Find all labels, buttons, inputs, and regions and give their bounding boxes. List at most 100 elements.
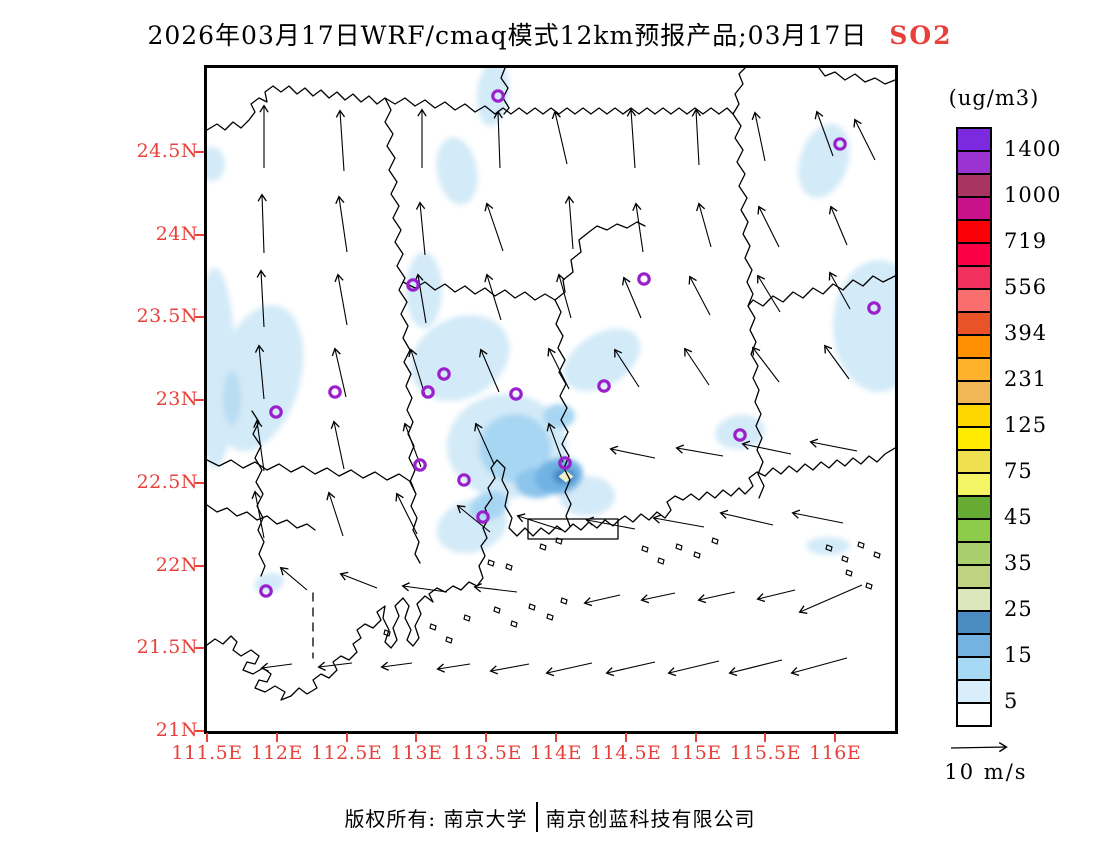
wind-arrow [585,516,636,530]
colorbar-label: 1000 [1004,183,1062,207]
wind-arrow [853,118,876,161]
wind-arrow [546,422,564,463]
island-mark [539,543,547,551]
colorbar-box [956,288,992,313]
station-marker [437,367,451,381]
island-mark [505,563,513,571]
wind-arrow [545,662,593,677]
wind-arrow [614,348,640,388]
colorbar-label: 556 [1004,275,1048,299]
lon-axis-tick [206,733,208,742]
wind-arrow [791,509,844,524]
wind-arrow [751,111,766,162]
wind-arrow [551,110,568,165]
wind-arrow [696,202,712,248]
lon-label: 112E [250,742,303,764]
wind-arrow [828,205,848,246]
lat-axis-tick [195,564,204,567]
wind-arrow [493,110,503,169]
lon-axis-tick [694,733,697,742]
province-boundary-jiangxi [747,275,895,307]
wind-arrow [719,509,774,526]
colorbar-box [956,633,992,658]
island-mark [560,597,568,605]
province-boundary-sw-vertical [251,410,266,577]
coastline [207,447,895,701]
wind-arrow [339,571,378,589]
colorbar-box [956,311,992,336]
station-marker [259,584,273,598]
wind-arrow [691,108,701,166]
wind-arrow [751,346,780,383]
lat-axis-tick [195,316,204,319]
lat-label: 24.5N [136,140,198,162]
colorbar [956,127,992,727]
lat-label: 23N [155,388,198,411]
species-label: SO2 [889,21,953,50]
colorbar-box [956,518,992,543]
lat-axis-tick [195,729,204,732]
colorbar-label: 719 [1004,229,1048,253]
wind-reference-label: 10 m/s [944,760,1028,784]
island-mark [493,606,501,614]
island-mark [383,629,391,637]
station-marker [457,473,471,487]
wind-arrow [256,269,266,328]
wind-arrow [484,202,504,252]
lat-axis-tick [195,399,204,402]
copyright-footer: 版权所有: 南京大学 南京创蓝科技有限公司 [0,802,1100,832]
wind-arrow [609,445,656,459]
colorbar-label: 75 [1004,459,1033,483]
wind-arrow [516,513,563,531]
footer-divider [535,802,538,832]
wind-arrow [547,347,570,390]
colorbar-box [956,380,992,405]
lat-label: 21.5N [136,636,198,659]
colorbar-box [956,426,992,451]
colorbar-box [956,265,992,290]
island-mark [865,582,873,590]
lon-label: 115.5E [729,742,802,764]
colorbar-label: 394 [1004,321,1048,345]
lon-label: 113E [390,742,443,764]
station-marker [833,137,847,151]
wind-arrow [335,195,348,253]
wind-arrow [330,420,345,470]
colorbar-box [956,219,992,244]
wind-arrow [317,661,353,671]
colorbar-box [956,196,992,221]
lon-axis-tick [555,733,557,742]
province-boundary-spur-ne [732,68,746,115]
station-marker [491,89,505,103]
page-title: 2026年03月17日WRF/cmaq模式12km预报产品;03月17日 SO2 [0,16,1100,52]
colorbar-box [956,357,992,382]
wind-arrow [640,592,676,604]
wind-arrow [436,663,471,673]
station-marker [269,405,283,419]
island-mark [841,555,849,563]
colorbar-box [956,610,992,635]
wind-arrow [253,419,265,472]
wind-arrow [380,661,413,671]
wind-arrow [279,566,308,591]
hk-boundary-box [527,518,619,540]
wind-arrow [684,347,710,386]
lon-label: 116E [809,742,862,764]
lat-axis-tick [195,481,204,484]
lon-axis-tick [345,733,348,742]
wind-arrow [473,583,518,593]
wind-arrow [556,273,572,319]
wind-arrow [408,348,426,396]
wind-reference-arrow [950,742,1008,753]
colorbar-box [956,702,992,727]
colorbar-box [956,242,992,267]
wind-reference [948,738,1020,760]
wind-arrow [756,589,796,603]
lon-label: 115E [669,742,722,764]
colorbar-box [956,541,992,566]
wind-arrow [667,660,720,677]
wind-arrow [632,202,644,253]
province-boundary-sw [207,459,416,493]
copyright-company: 南京创蓝科技有限公司 [545,806,756,831]
colorbar-label: 25 [1004,597,1033,621]
